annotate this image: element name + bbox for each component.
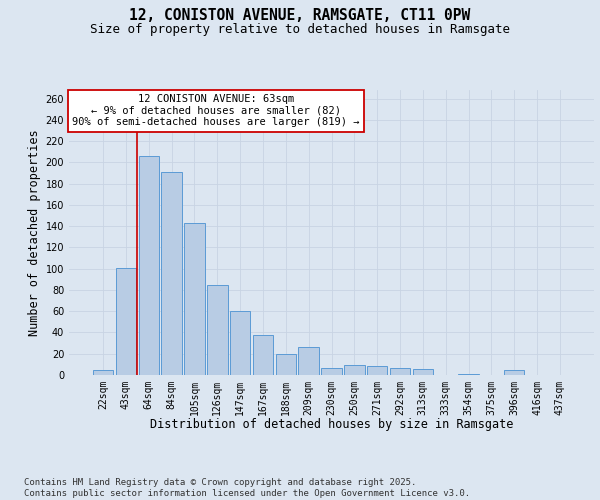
Bar [230, 311, 250, 375]
Bar [184, 223, 205, 375]
Text: Size of property relative to detached houses in Ramsgate: Size of property relative to detached ho… [90, 22, 510, 36]
Bar [367, 366, 388, 375]
Y-axis label: Number of detached properties: Number of detached properties [28, 129, 41, 336]
Text: 12, CONISTON AVENUE, RAMSGATE, CT11 0PW: 12, CONISTON AVENUE, RAMSGATE, CT11 0PW [130, 8, 470, 22]
Bar [413, 368, 433, 375]
Bar [116, 268, 136, 375]
Bar [458, 374, 479, 375]
Bar [298, 348, 319, 375]
Bar [93, 370, 113, 375]
Bar [207, 284, 227, 375]
X-axis label: Distribution of detached houses by size in Ramsgate: Distribution of detached houses by size … [150, 418, 513, 431]
Bar [504, 370, 524, 375]
Text: 12 CONISTON AVENUE: 63sqm
← 9% of detached houses are smaller (82)
90% of semi-d: 12 CONISTON AVENUE: 63sqm ← 9% of detach… [72, 94, 360, 128]
Bar [139, 156, 159, 375]
Bar [390, 368, 410, 375]
Bar [321, 368, 342, 375]
Bar [344, 366, 365, 375]
Text: Contains HM Land Registry data © Crown copyright and database right 2025.
Contai: Contains HM Land Registry data © Crown c… [24, 478, 470, 498]
Bar [253, 334, 273, 375]
Bar [161, 172, 182, 375]
Bar [275, 354, 296, 375]
